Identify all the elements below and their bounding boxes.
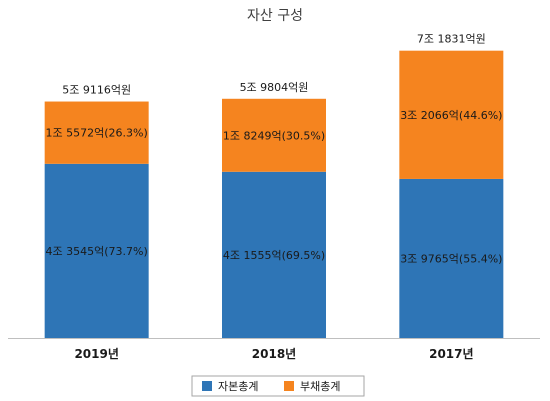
bar-segment-liabilities-2: [399, 50, 504, 179]
legend-label: 자본총계: [218, 380, 258, 393]
segment-label: 3조 9765억(55.4%): [400, 252, 502, 265]
chart-title: 자산 구성: [247, 8, 303, 24]
legend-box: [191, 375, 365, 397]
bar-total-label: 5조 9116억원: [62, 84, 131, 97]
legend: 자본총계 부채총계: [191, 375, 365, 397]
legend-label: 부채총계: [300, 380, 340, 393]
legend-swatch: [202, 381, 212, 391]
x-tick-label: 2019년: [74, 347, 118, 361]
bar-segment-liabilities-0: [44, 101, 149, 164]
bar-total-label: 7조 1831억원: [417, 33, 486, 46]
segment-label: 4조 3545억(73.7%): [46, 245, 148, 258]
bar-segment-equity-0: [44, 163, 149, 338]
plot-area: 4조 3545억(73.7%) 1조 5572억(26.3%) 5조 9116억원 4…: [44, 33, 504, 338]
legend-swatch: [284, 381, 294, 391]
bar-segment-liabilities-1: [222, 98, 326, 172]
bar-segment-equity-1: [222, 171, 326, 338]
segment-label: 3조 2066억(44.6%): [400, 109, 502, 122]
bar-segment-equity-2: [399, 178, 504, 338]
x-tick-label: 2018년: [252, 347, 296, 361]
x-axis-ticks: 2019년 2018년 2017년: [74, 347, 473, 361]
x-tick-label: 2017년: [429, 347, 473, 361]
segment-label: 4조 1555억(69.5%): [223, 249, 325, 262]
bar-total-label: 5조 9804억원: [240, 81, 309, 94]
segment-label: 1조 8249억(30.5%): [223, 129, 325, 142]
segment-label: 1조 5572억(26.3%): [46, 127, 148, 140]
